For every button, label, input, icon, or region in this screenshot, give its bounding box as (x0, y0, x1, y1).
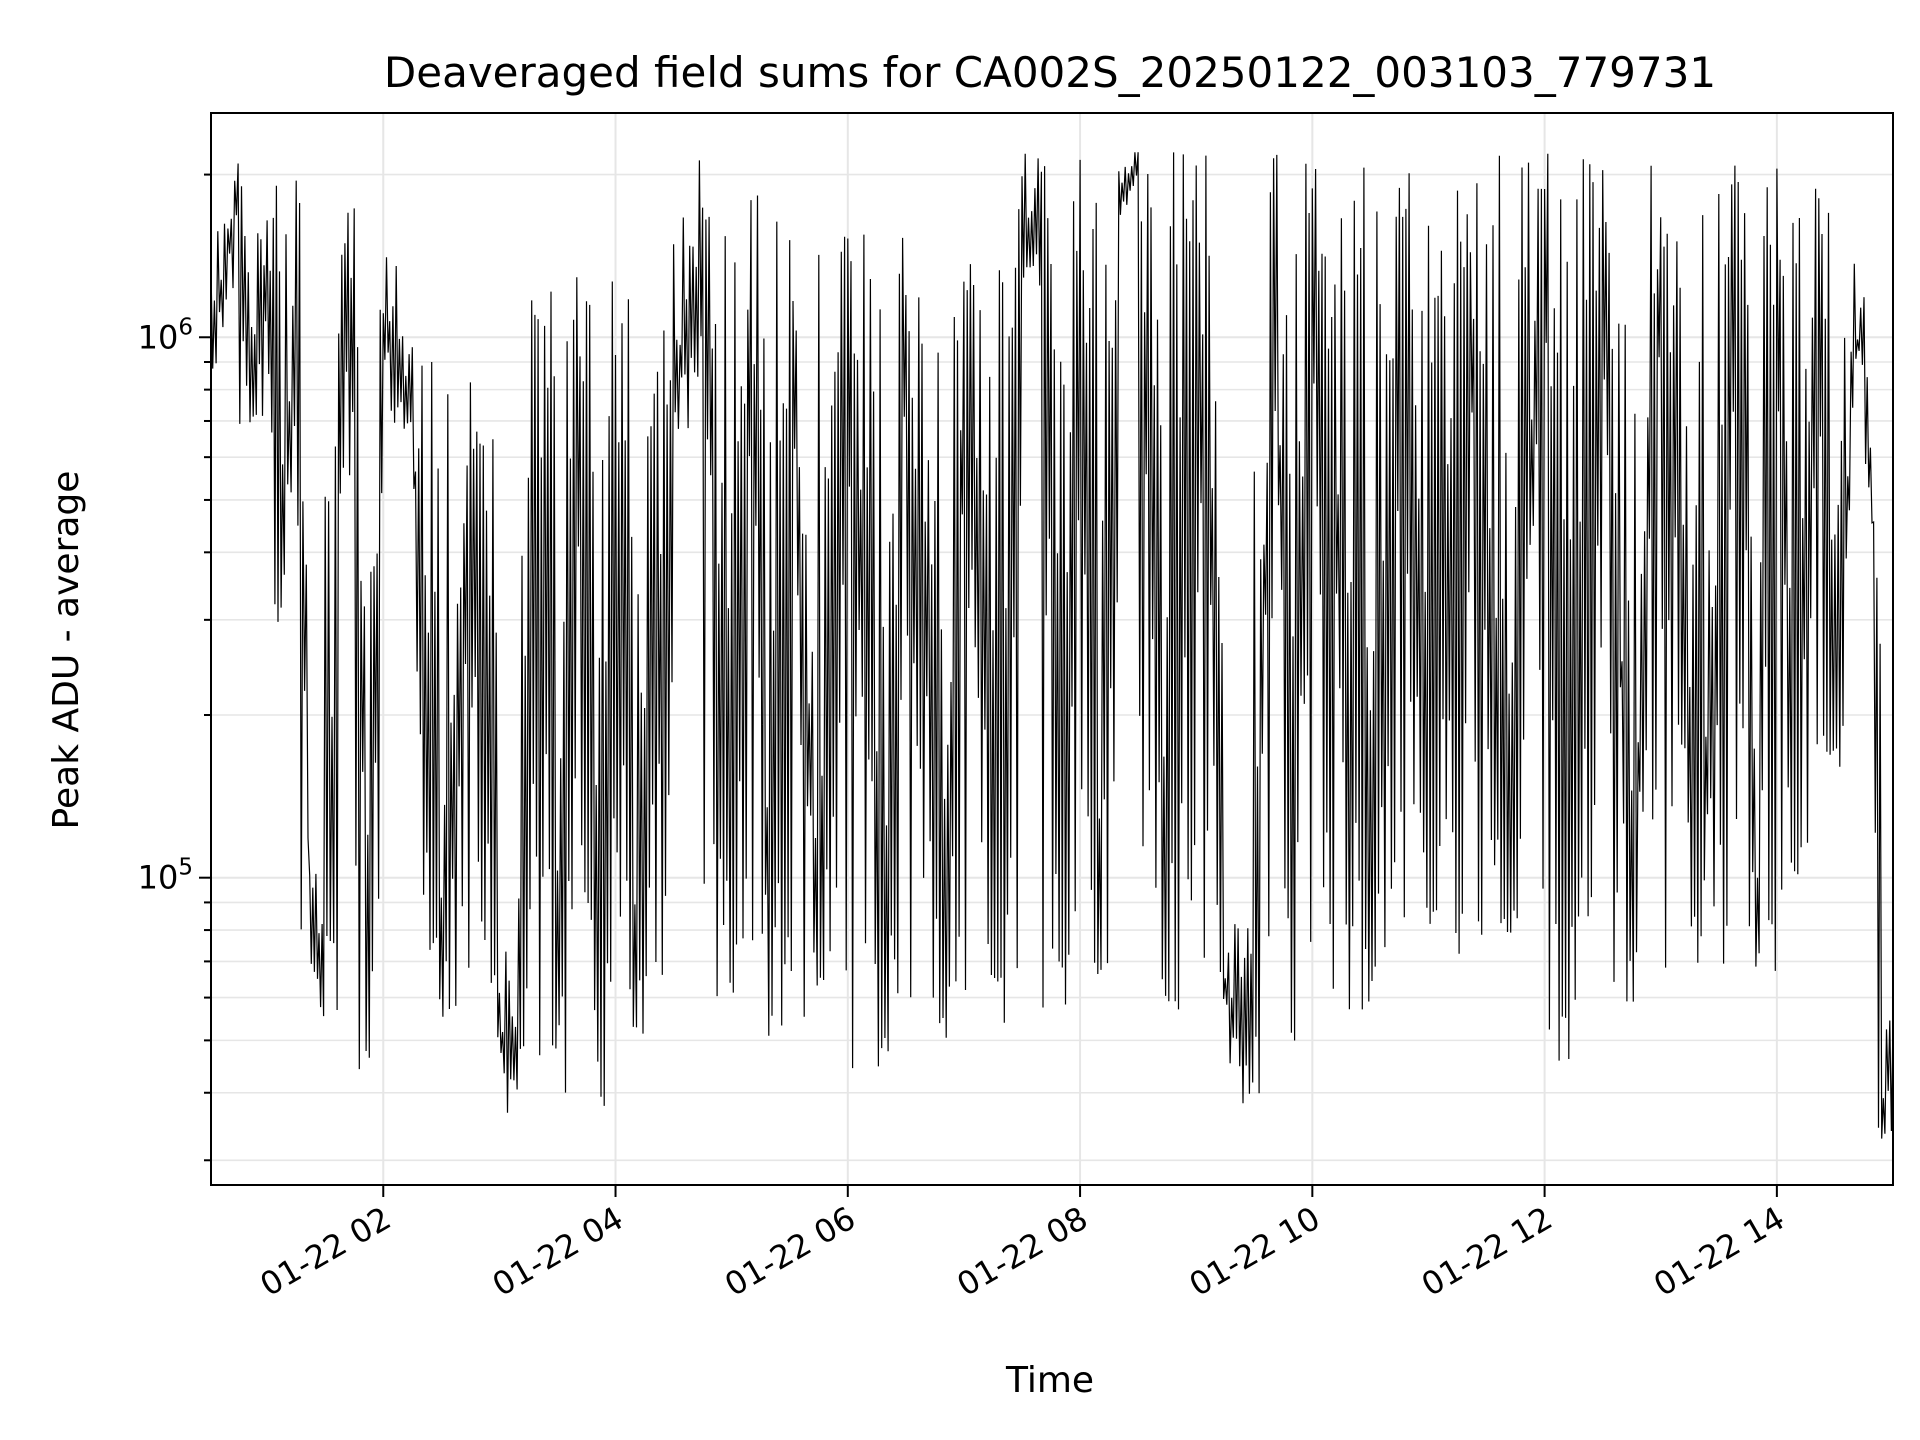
y-tick-label-base: 10 (138, 318, 179, 356)
chart-title: Deaveraged field sums for CA002S_2025012… (384, 48, 1716, 97)
y-tick-label: 105 (138, 855, 193, 897)
y-tick-label-exponent: 5 (178, 855, 193, 881)
y-tick-label-exponent: 6 (178, 314, 193, 340)
series-line (210, 152, 1894, 1139)
y-tick-label: 106 (138, 314, 193, 356)
y-tick-label-base: 10 (138, 859, 179, 897)
x-axis-label: Time (1005, 1360, 1094, 1401)
y-axis-label: Peak ADU - average (46, 471, 87, 830)
plot-frame (210, 112, 1894, 1186)
